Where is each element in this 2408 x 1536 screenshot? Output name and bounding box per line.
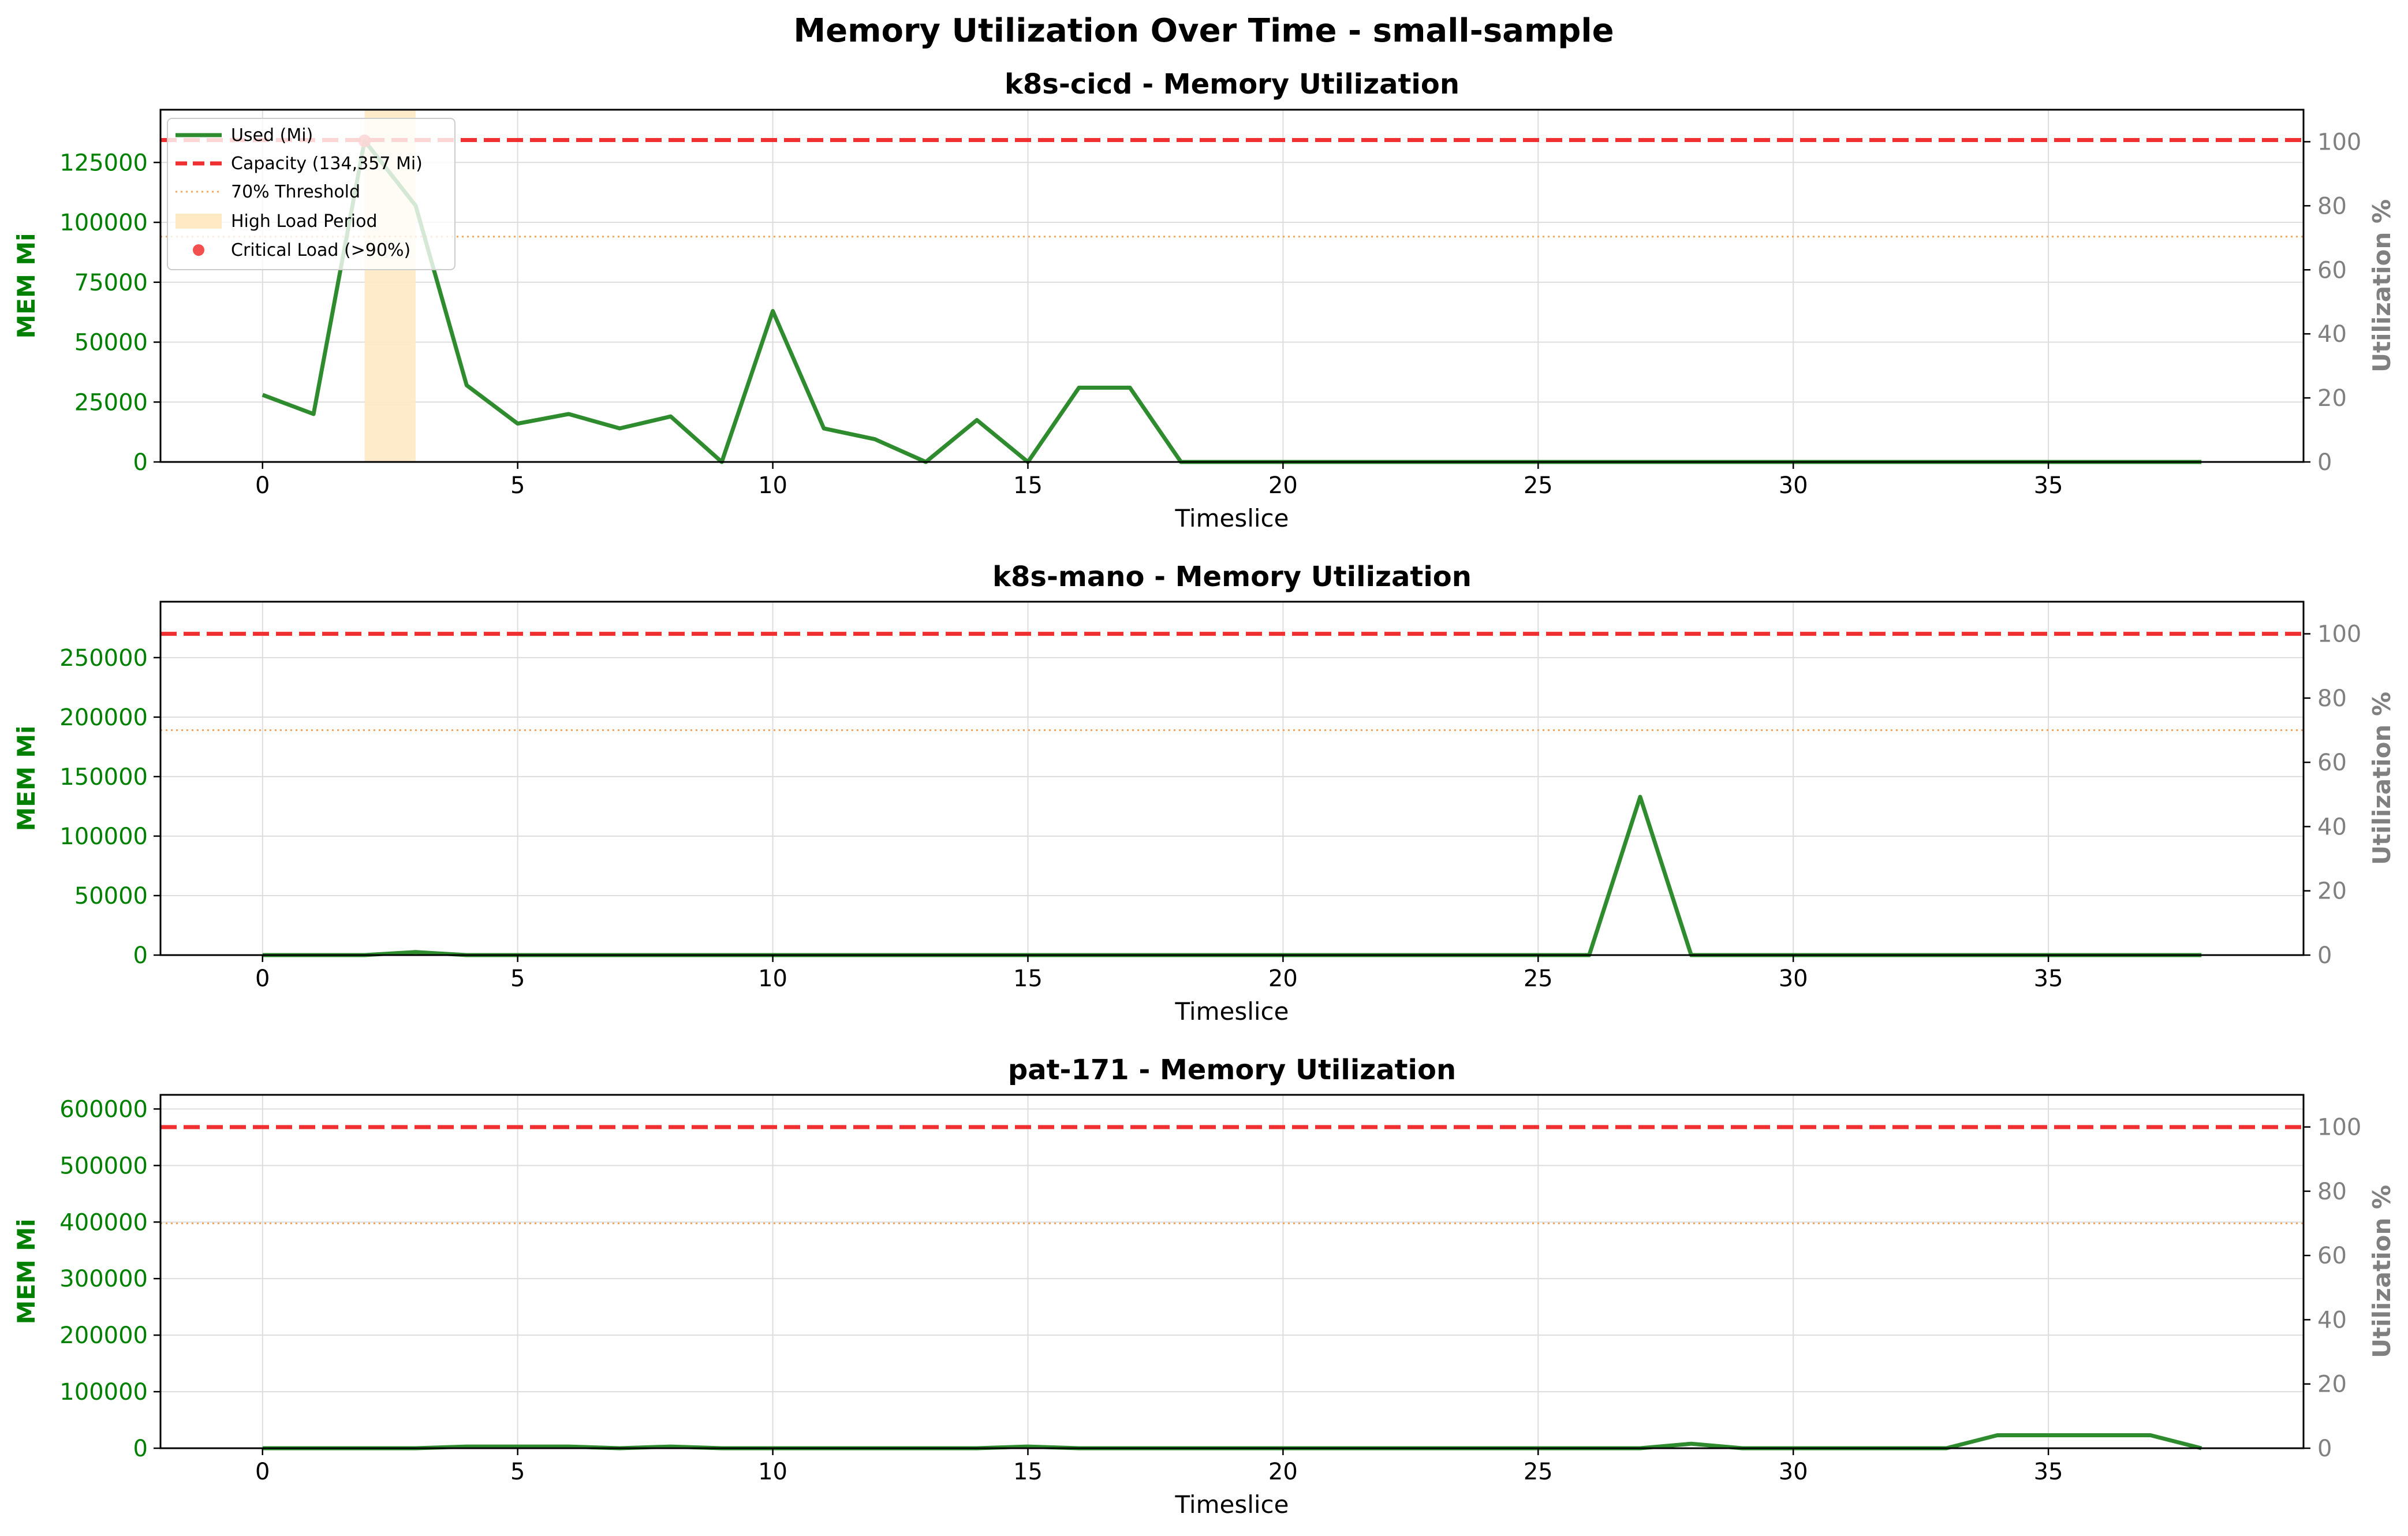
x-tick-label: 0 [255, 472, 270, 499]
legend-item-high_load: High Load Period [176, 211, 378, 232]
x-tick-label: 35 [2034, 472, 2063, 499]
legend-label: Capacity (134,357 Mi) [231, 154, 423, 174]
y2-tick-label: 60 [2317, 257, 2347, 284]
axes-frame [159, 1094, 2305, 1449]
legend-swatch [176, 214, 222, 229]
y2-tick-label: 100 [2317, 621, 2361, 648]
y2-tick-label: 0 [2317, 942, 2332, 969]
panel-title: k8s-mano - Memory Utilization [992, 561, 1472, 593]
x-tick-label: 25 [1524, 1459, 1553, 1485]
chart-panels: k8s-cicd - Memory Utilization 0 5 10 15 20 25 3… [12, 68, 2396, 1519]
x-tick-label: 10 [758, 472, 787, 499]
y-tick-label: 50000 [74, 883, 148, 909]
x-tick-label: 20 [1268, 965, 1298, 992]
y-tick-label: 200000 [59, 1322, 148, 1349]
axes-frame [159, 601, 2305, 956]
panel-title: pat-171 - Memory Utilization [1008, 1054, 1456, 1086]
chart-panel-2: k8s-mano - Memory Utilization 0 5 10 15 20 25 3… [12, 561, 2396, 1026]
y-tick-label: 200000 [59, 704, 148, 731]
legend-item-critical: Critical Load (>90%) [193, 240, 410, 260]
y2-tick-label: 0 [2317, 449, 2332, 476]
figure-title: Memory Utilization Over Time - small-sam… [793, 12, 1614, 50]
axes-frame [159, 109, 2305, 463]
legend-box [167, 118, 456, 270]
y2-axis-label: Utilization % [2368, 199, 2396, 372]
y2-tick-label: 80 [2317, 1179, 2347, 1205]
x-tick-label: 15 [1013, 965, 1043, 992]
y-axis-label: MEM Mi [12, 233, 40, 338]
legend-item-capacity: Capacity (134,357 Mi) [176, 154, 423, 174]
x-tick-label: 30 [1779, 965, 1808, 992]
y-tick-label: 150000 [59, 764, 148, 791]
y-tick-label: 300000 [59, 1266, 148, 1292]
y-tick-label: 400000 [59, 1209, 148, 1236]
y-tick-label: 250000 [59, 645, 148, 672]
x-tick-label: 30 [1779, 472, 1808, 499]
y2-tick-label: 80 [2317, 193, 2347, 219]
x-tick-label: 15 [1013, 1459, 1043, 1485]
y-tick-label: 0 [133, 449, 148, 476]
y2-tick-label: 60 [2317, 1243, 2347, 1269]
y2-tick-label: 100 [2317, 1114, 2361, 1141]
x-axis-label: Timeslice [1175, 504, 1289, 532]
y2-tick-label: 40 [2317, 321, 2347, 348]
y2-tick-label: 0 [2317, 1436, 2332, 1462]
legend-label: 70% Threshold [231, 182, 360, 202]
legend-label: High Load Period [231, 211, 378, 232]
y-tick-label: 100000 [59, 823, 148, 850]
y-tick-label: 50000 [74, 330, 148, 356]
y-axis-label: MEM Mi [12, 1218, 40, 1324]
y-tick-label: 0 [133, 1436, 148, 1462]
x-tick-label: 35 [2034, 965, 2063, 992]
x-tick-label: 0 [255, 965, 270, 992]
y2-tick-label: 20 [2317, 878, 2347, 905]
y2-tick-label: 20 [2317, 385, 2347, 412]
y2-axis-label: Utilization % [2368, 1185, 2396, 1358]
y-tick-label: 25000 [74, 389, 148, 416]
y2-tick-label: 20 [2317, 1371, 2347, 1398]
x-tick-label: 5 [510, 472, 525, 499]
x-tick-label: 0 [255, 1459, 270, 1485]
x-tick-label: 5 [510, 965, 525, 992]
y-tick-label: 500000 [59, 1153, 148, 1179]
x-tick-label: 10 [758, 965, 787, 992]
x-tick-label: 5 [510, 1459, 525, 1485]
y-tick-label: 100000 [59, 210, 148, 236]
x-axis-label: Timeslice [1175, 1490, 1289, 1519]
chart-panel-1: k8s-cicd - Memory Utilization 0 5 10 15 20 25 3… [12, 68, 2396, 532]
chart-panel-3: pat-171 - Memory Utilization 0 5 10 15 20 25 30… [12, 1054, 2396, 1519]
panel-title: k8s-cicd - Memory Utilization [1005, 68, 1459, 100]
x-tick-label: 30 [1779, 1459, 1808, 1485]
legend: Used (Mi) Capacity (134,357 Mi) 70% Thresh… [167, 118, 456, 270]
y2-tick-label: 60 [2317, 750, 2347, 776]
legend-label: Used (Mi) [231, 125, 313, 146]
x-tick-label: 10 [758, 1459, 787, 1485]
y-tick-label: 125000 [59, 150, 148, 176]
legend-swatch [193, 244, 204, 256]
x-tick-label: 20 [1268, 1459, 1298, 1485]
y2-axis-label: Utilization % [2368, 692, 2396, 865]
y2-tick-label: 40 [2317, 1307, 2347, 1333]
legend-label: Critical Load (>90%) [231, 240, 410, 260]
y-axis-label: MEM Mi [12, 725, 40, 831]
y2-tick-label: 80 [2317, 685, 2347, 712]
legend-item-threshold: 70% Threshold [176, 182, 360, 202]
y-tick-label: 75000 [74, 270, 148, 296]
x-tick-label: 35 [2034, 1459, 2063, 1485]
x-tick-label: 20 [1268, 472, 1298, 499]
x-tick-label: 15 [1013, 472, 1043, 499]
x-axis-label: Timeslice [1175, 997, 1289, 1026]
x-tick-label: 25 [1524, 472, 1553, 499]
y-tick-label: 0 [133, 942, 148, 969]
y2-tick-label: 40 [2317, 814, 2347, 840]
x-tick-label: 25 [1524, 965, 1553, 992]
y-tick-label: 100000 [59, 1379, 148, 1405]
y2-tick-label: 100 [2317, 129, 2361, 155]
y-tick-label: 600000 [59, 1096, 148, 1123]
legend-item-used: Used (Mi) [176, 125, 313, 146]
